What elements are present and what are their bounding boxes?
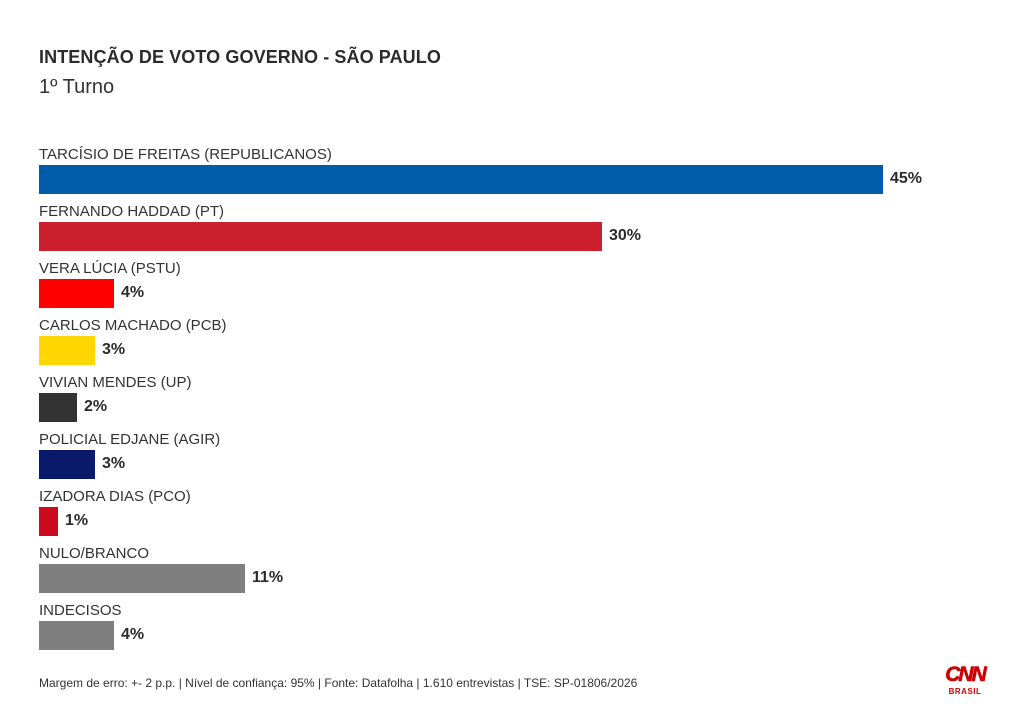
chart-subtitle: 1º Turno xyxy=(39,76,115,98)
logo-wordmark: CNN xyxy=(945,663,987,686)
cnn-brasil-logo-icon: CNN BRASIL xyxy=(940,663,990,700)
value-label: 2% xyxy=(84,398,108,415)
bar xyxy=(39,165,883,194)
value-label: 3% xyxy=(102,341,126,358)
category-label: FERNANDO HADDAD (PT) xyxy=(39,203,225,220)
bar xyxy=(39,450,95,479)
bar xyxy=(39,393,77,422)
category-label: TARCÍSIO DE FREITAS (REPUBLICANOS) xyxy=(39,146,332,163)
value-label: 3% xyxy=(102,455,126,472)
category-label: INDECISOS xyxy=(39,602,122,619)
category-label: NULO/BRANCO xyxy=(39,545,150,562)
category-label: VERA LÚCIA (PSTU) xyxy=(39,260,181,277)
category-label: IZADORA DIAS (PCO) xyxy=(39,488,191,505)
footer-note: Margem de erro: +- 2 p.p. | Nível de con… xyxy=(39,676,638,690)
chart-title: INTENÇÃO DE VOTO GOVERNO - SÃO PAULO xyxy=(39,47,441,67)
value-label: 11% xyxy=(252,569,284,586)
value-label: 1% xyxy=(65,512,89,529)
bar xyxy=(39,222,602,251)
value-label: 45% xyxy=(890,170,923,187)
bar xyxy=(39,507,58,536)
bar xyxy=(39,336,95,365)
category-label: CARLOS MACHADO (PCB) xyxy=(39,317,227,334)
category-label: VIVIAN MENDES (UP) xyxy=(39,374,192,391)
value-label: 4% xyxy=(121,284,145,301)
bar xyxy=(39,279,114,308)
value-label: 4% xyxy=(121,626,145,643)
category-label: POLICIAL EDJANE (AGIR) xyxy=(39,431,221,448)
bar xyxy=(39,564,245,593)
bar xyxy=(39,621,114,650)
logo-subtext: BRASIL xyxy=(948,687,982,696)
value-label: 30% xyxy=(609,227,642,244)
